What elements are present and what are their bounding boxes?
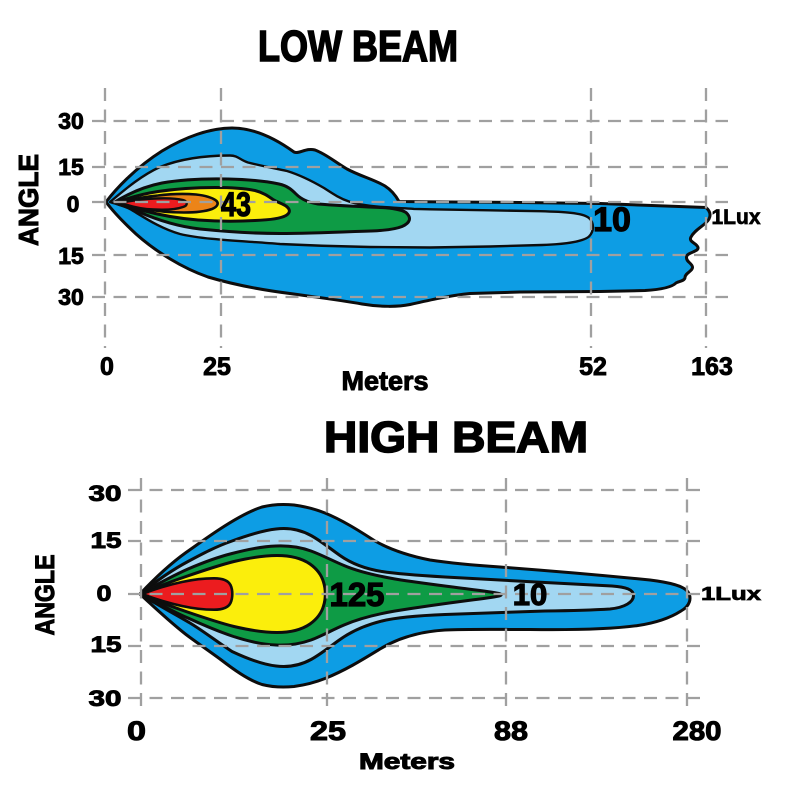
svg-text:15: 15 — [91, 528, 122, 553]
svg-text:0: 0 — [97, 581, 112, 606]
svg-text:30: 30 — [89, 481, 122, 506]
svg-text:0: 0 — [100, 353, 114, 381]
svg-text:280: 280 — [673, 716, 722, 746]
svg-text:1Lux: 1Lux — [711, 206, 760, 229]
svg-text:1Lux: 1Lux — [701, 584, 761, 604]
svg-text:30: 30 — [58, 284, 84, 310]
svg-text:30: 30 — [58, 108, 84, 134]
svg-text:15: 15 — [91, 632, 122, 657]
svg-text:30: 30 — [89, 686, 122, 711]
svg-text:10: 10 — [593, 201, 631, 239]
svg-text:HIGH BEAM: HIGH BEAM — [324, 413, 588, 462]
svg-text:Meters: Meters — [359, 749, 455, 774]
svg-text:125: 125 — [329, 576, 384, 613]
svg-text:163: 163 — [691, 353, 733, 381]
svg-text:ANGLE: ANGLE — [13, 154, 44, 246]
svg-text:Meters: Meters — [341, 366, 428, 396]
svg-text:52: 52 — [579, 353, 607, 381]
svg-text:0: 0 — [127, 716, 146, 746]
svg-text:LOW BEAM: LOW BEAM — [258, 22, 458, 71]
svg-text:25: 25 — [310, 716, 346, 746]
svg-text:10: 10 — [513, 577, 547, 612]
svg-text:0: 0 — [67, 191, 80, 217]
svg-text:15: 15 — [58, 243, 84, 269]
svg-text:88: 88 — [494, 716, 528, 746]
svg-text:43: 43 — [221, 186, 251, 224]
svg-text:15: 15 — [58, 154, 84, 180]
svg-text:25: 25 — [203, 353, 231, 381]
svg-text:ANGLE: ANGLE — [30, 555, 60, 636]
